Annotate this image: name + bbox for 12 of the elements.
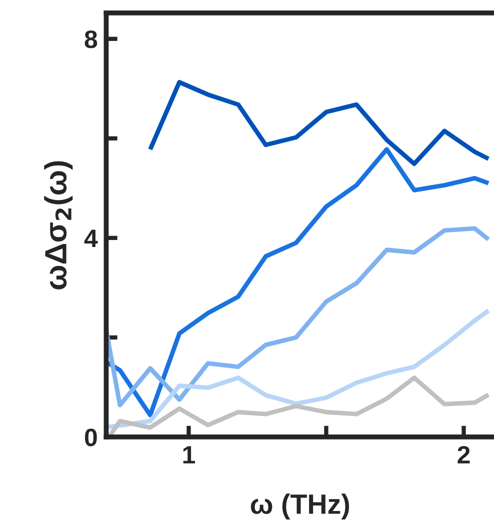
line-series <box>106 147 491 418</box>
y-tick-label: 8 <box>84 30 98 48</box>
line-series <box>106 226 491 408</box>
line-series <box>106 376 491 437</box>
x-tick-label: 2 <box>458 446 470 464</box>
y-tick-label: 4 <box>84 230 98 247</box>
x-tick-label: 1 <box>183 446 195 464</box>
y-axis-title: ωΔσ$_{2}$(ω) <box>44 161 73 290</box>
line-series <box>106 308 491 430</box>
y-tick-label: 0 <box>84 428 97 446</box>
line-series <box>148 80 491 166</box>
x-axis-title: ω (THz) <box>250 494 350 520</box>
